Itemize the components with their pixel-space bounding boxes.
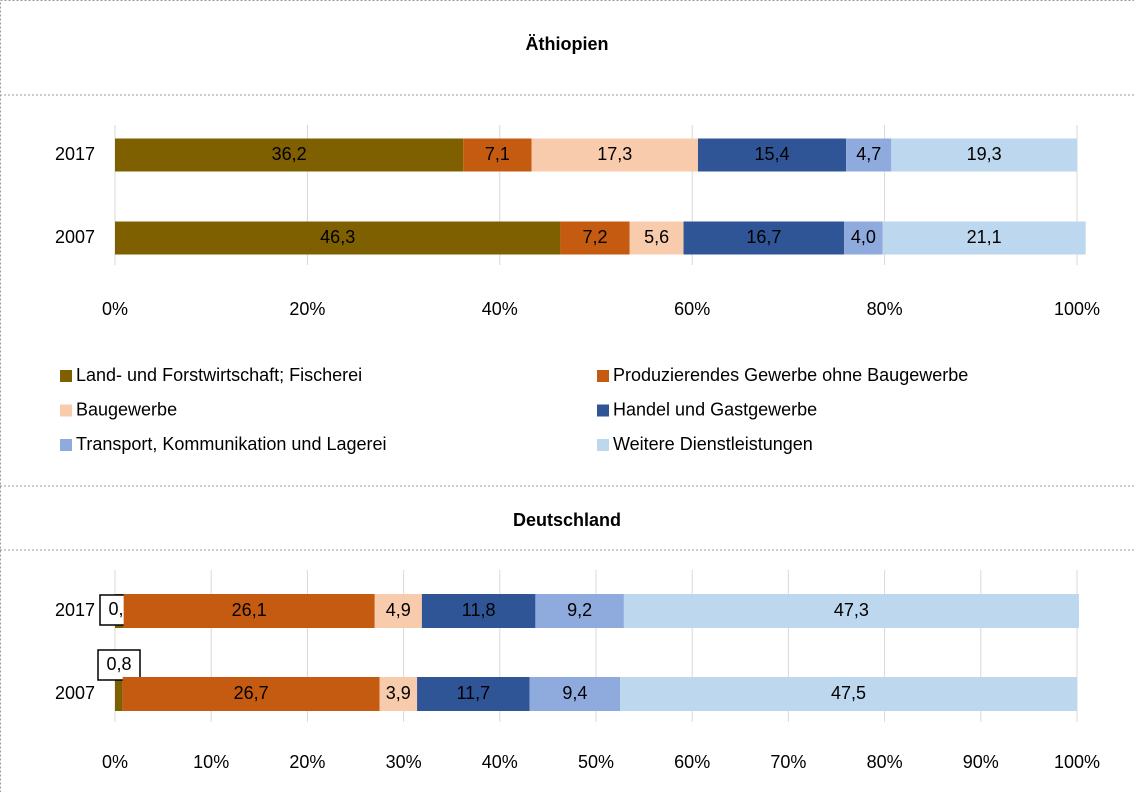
x-tick-label: 0% [102, 752, 128, 772]
bar-segment [683, 221, 845, 255]
data-label: 36,2 [272, 144, 307, 164]
legend-label: Produzierendes Gewerbe ohne Baugewerbe [613, 365, 968, 385]
legend-label: Weitere Dienstleistungen [613, 434, 813, 454]
bar-segment [535, 594, 624, 628]
legend-swatch [60, 439, 72, 451]
legend-swatch [60, 404, 72, 417]
callout-box [97, 649, 141, 681]
bar-segment [629, 221, 684, 255]
data-label: 5,6 [644, 227, 669, 247]
x-tick-label: 30% [386, 752, 422, 772]
bar-segment [560, 221, 630, 255]
data-label: 16,7 [746, 227, 781, 247]
data-label: 7,2 [583, 227, 608, 247]
bar-segment [421, 594, 536, 628]
x-tick-label: 70% [770, 752, 806, 772]
data-label: 0,8 [106, 654, 131, 674]
y-tick-label: 2017 [55, 144, 95, 164]
legend-label: Handel und Gastgewerbe [613, 399, 817, 419]
bar-segment [123, 594, 375, 628]
data-label: 47,3 [834, 600, 869, 620]
bar-segment [115, 677, 123, 711]
x-tick-label: 80% [867, 299, 903, 319]
bar-segment [374, 594, 422, 628]
data-label: 47,5 [831, 683, 866, 703]
x-tick-label: 50% [578, 752, 614, 772]
data-label: 4,9 [386, 600, 411, 620]
data-label: 21,1 [967, 227, 1002, 247]
x-tick-label: 20% [289, 299, 325, 319]
chart-title: Deutschland [513, 510, 621, 530]
bar-segment [620, 677, 1077, 711]
x-tick-label: 40% [482, 752, 518, 772]
bar-segment [846, 138, 892, 172]
x-tick-label: 10% [193, 752, 229, 772]
x-tick-label: 20% [289, 752, 325, 772]
x-tick-label: 100% [1054, 299, 1100, 319]
chart-title: Äthiopien [526, 34, 609, 54]
bar-segment [697, 138, 847, 172]
x-tick-label: 40% [482, 299, 518, 319]
bar-segment [115, 221, 561, 255]
legend-label: Land- und Forstwirtschaft; Fischerei [76, 365, 362, 385]
x-tick-label: 60% [674, 752, 710, 772]
data-label: 9,4 [562, 683, 587, 703]
bar-segment [115, 138, 464, 172]
bar-segment [417, 677, 530, 711]
bar-segment [122, 677, 380, 711]
legend-label: Transport, Kommunikation und Lagerei [76, 434, 387, 454]
data-label: 26,1 [232, 600, 267, 620]
y-tick-label: 2007 [55, 227, 95, 247]
data-label: 11,7 [456, 683, 490, 703]
bar-segment [623, 594, 1079, 628]
data-label: 46,3 [320, 227, 355, 247]
bar-segment [891, 138, 1077, 172]
legend-swatch [597, 404, 609, 417]
data-label: 26,7 [234, 683, 269, 703]
bar-segment [531, 138, 698, 172]
bar-segment [529, 677, 621, 711]
legend-swatch [60, 370, 72, 382]
legend-label: Baugewerbe [76, 399, 177, 419]
x-tick-label: 0% [102, 299, 128, 319]
data-label: 3,9 [386, 683, 411, 703]
x-tick-label: 100% [1054, 752, 1100, 772]
bar-segment [379, 677, 418, 711]
data-label: 4,7 [856, 144, 881, 164]
data-label: 19,3 [967, 144, 1002, 164]
data-label: 11,8 [462, 600, 496, 620]
data-label: 4,0 [851, 227, 876, 247]
bar-segment [882, 221, 1086, 255]
data-label: 9,2 [567, 600, 592, 620]
legend-swatch [597, 439, 609, 451]
legend-swatch [597, 370, 609, 382]
x-tick-label: 90% [963, 752, 999, 772]
data-label: 17,3 [597, 144, 632, 164]
y-tick-label: 2007 [55, 683, 95, 703]
data-label: 15,4 [755, 144, 790, 164]
bar-segment [463, 138, 532, 172]
y-tick-label: 2017 [55, 600, 95, 620]
data-label: 7,1 [485, 144, 510, 164]
bar-segment [844, 221, 883, 255]
x-tick-label: 60% [674, 299, 710, 319]
x-tick-label: 80% [867, 752, 903, 772]
